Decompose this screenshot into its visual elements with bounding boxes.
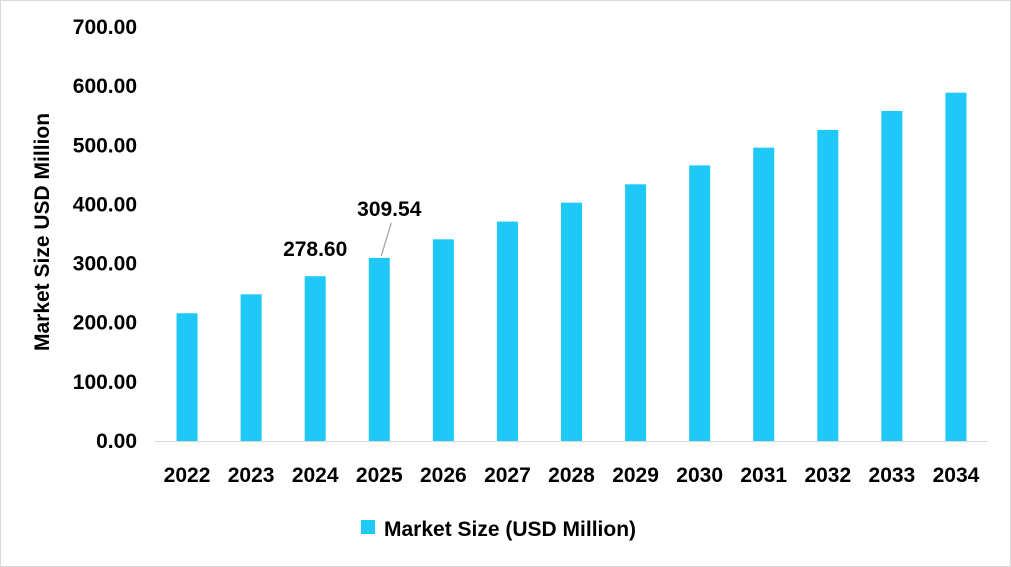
y-tick-label: 500.00 — [73, 134, 137, 157]
y-axis-title: Market Size USD Million — [31, 113, 54, 351]
x-tick-label: 2022 — [164, 464, 211, 487]
x-tick-label: 2029 — [612, 464, 659, 487]
x-tick-label: 2030 — [676, 464, 723, 487]
y-axis-ticks: 0.00 100.00 200.00 300.00 400.00 500.00 600.00… — [73, 16, 137, 453]
x-tick-label: 2026 — [420, 464, 467, 487]
bar-2031 — [753, 147, 775, 441]
bar-2026 — [432, 239, 454, 441]
y-tick-label: 200.00 — [73, 312, 137, 335]
y-tick-label: 600.00 — [73, 75, 137, 98]
legend: Market Size (USD Million) — [361, 518, 636, 541]
bar-2024 — [304, 276, 326, 441]
x-tick-label: 2032 — [804, 464, 851, 487]
bar-2022 — [176, 313, 198, 441]
bar-2032 — [817, 129, 839, 441]
y-tick-label: 100.00 — [73, 371, 137, 394]
bars-group — [176, 92, 967, 442]
y-tick-label: 700.00 — [73, 16, 137, 39]
bar-2033 — [881, 110, 903, 442]
bar-2023 — [240, 294, 262, 441]
bar-2025 — [368, 257, 390, 441]
bar-2034 — [945, 92, 967, 442]
y-tick-label: 400.00 — [73, 193, 137, 216]
x-tick-label: 2028 — [548, 464, 595, 487]
legend-label: Market Size (USD Million) — [384, 518, 636, 541]
x-tick-label: 2034 — [933, 464, 980, 487]
x-tick-label: 2025 — [356, 464, 403, 487]
x-tick-label: 2031 — [740, 464, 787, 487]
bar-2027 — [496, 221, 518, 441]
x-tick-label: 2024 — [292, 464, 339, 487]
x-tick-label: 2033 — [869, 464, 916, 487]
data-label-2024: 278.60 — [283, 238, 347, 261]
data-labels-group: 278.60 309.54 — [283, 198, 422, 261]
x-tick-label: 2023 — [228, 464, 275, 487]
x-axis-ticks: 2022 2023 2024 2025 2026 2027 2028 2029 2030 2031… — [164, 464, 980, 487]
y-tick-label: 0.00 — [96, 430, 137, 453]
bar-2029 — [625, 184, 647, 441]
x-tick-label: 2027 — [484, 464, 531, 487]
y-tick-label: 300.00 — [73, 253, 137, 276]
bar-2030 — [689, 165, 711, 441]
legend-swatch — [361, 520, 375, 534]
bar-2028 — [561, 202, 582, 441]
leader-line — [380, 222, 392, 257]
data-label-2025: 309.54 — [357, 198, 422, 221]
